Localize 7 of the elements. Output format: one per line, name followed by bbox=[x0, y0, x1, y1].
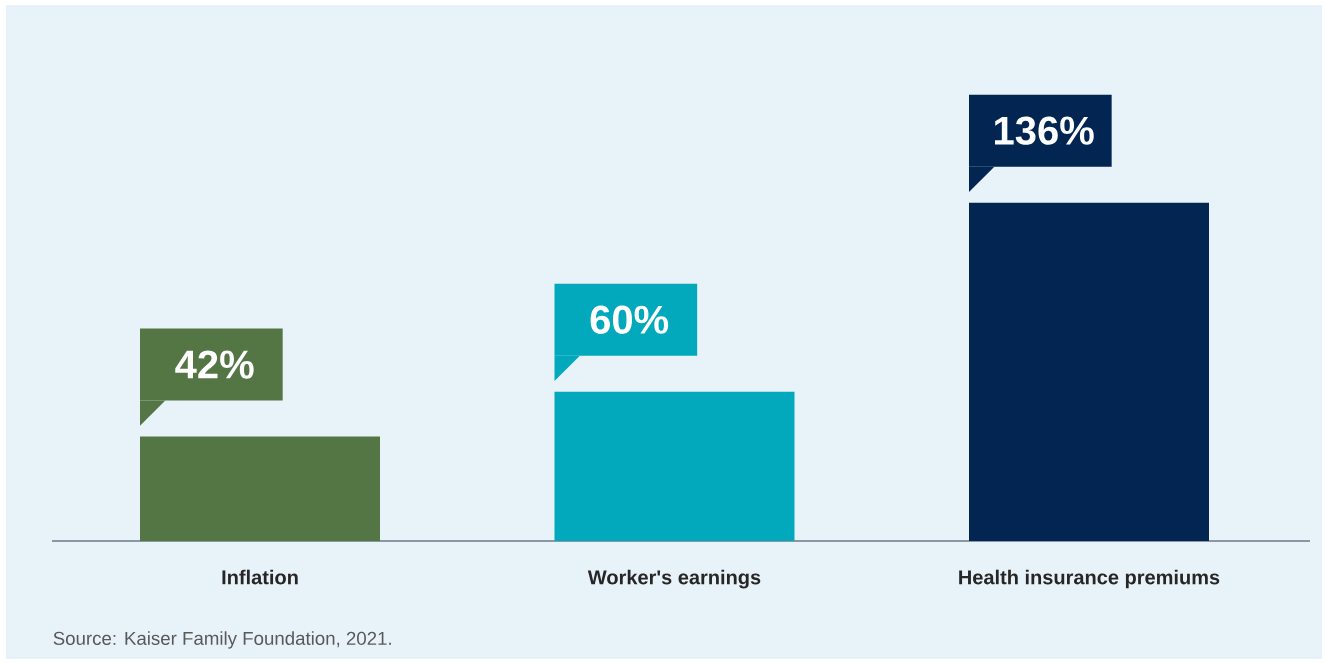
data-label: 42% bbox=[175, 350, 254, 379]
x-tick-label: Inflation bbox=[222, 569, 298, 585]
source-note: Source: Kaiser Family Foundation, 2021. bbox=[53, 631, 391, 649]
x-tick-label: Worker's earnings bbox=[587, 569, 761, 589]
data-label: 136% bbox=[995, 116, 1094, 145]
x-tick-label: Health insurance premiums bbox=[959, 569, 1220, 589]
data-label: 60% bbox=[590, 305, 669, 334]
